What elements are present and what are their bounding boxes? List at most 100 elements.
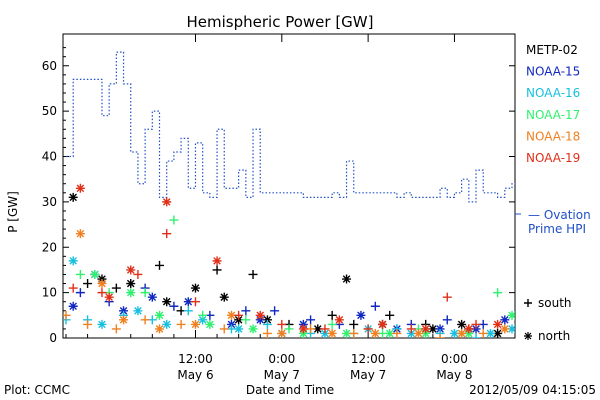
x-axis-label: Date and Time xyxy=(246,383,334,397)
north-marker xyxy=(594,306,600,315)
south-marker xyxy=(514,319,515,321)
south-marker xyxy=(176,319,186,329)
north-marker xyxy=(485,328,495,338)
north-marker xyxy=(428,324,438,334)
north-marker xyxy=(493,319,503,329)
marker-legend: south north xyxy=(524,296,572,343)
north-marker xyxy=(97,274,107,284)
south-marker xyxy=(277,319,287,329)
x-tick-time: 12:00 xyxy=(351,352,386,366)
north-marker xyxy=(162,197,172,207)
south-marker xyxy=(363,324,373,334)
north-marker xyxy=(342,274,352,284)
south-marker xyxy=(522,265,531,274)
south-marker xyxy=(284,324,294,334)
north-marker xyxy=(342,328,352,338)
series-noaa-15 xyxy=(68,269,596,334)
north-marker xyxy=(162,297,172,307)
series-noaa-19 xyxy=(68,183,503,334)
north-marker xyxy=(119,315,129,325)
north-marker xyxy=(471,324,481,334)
x-tick-date: May 8 xyxy=(436,368,472,382)
satellite-legend: METP-02 NOAA-15 NOAA-16 NOAA-17 NOAA-18 NOAA-… xyxy=(526,43,580,165)
north-marker xyxy=(248,324,258,334)
north-marker xyxy=(579,297,588,306)
star-symbol-icon xyxy=(524,332,532,340)
south-marker xyxy=(385,310,395,320)
north-marker xyxy=(449,328,459,338)
north-marker xyxy=(119,306,129,316)
south-marker xyxy=(587,279,596,288)
north-marker xyxy=(255,310,265,320)
north-marker xyxy=(334,315,344,325)
south-marker xyxy=(111,283,121,293)
south-marker xyxy=(241,315,251,325)
y-tick-label: 60 xyxy=(42,59,57,73)
ovation-label-line2: Prime HPI xyxy=(528,222,586,236)
south-marker xyxy=(565,311,574,320)
north-marker xyxy=(219,292,229,302)
south-marker xyxy=(435,333,445,338)
south-marker xyxy=(262,319,272,329)
north-marker xyxy=(97,279,107,289)
south-marker xyxy=(327,319,337,329)
south-marker xyxy=(514,323,515,326)
north-marker xyxy=(97,319,107,329)
x-tick-date: May 7 xyxy=(350,368,386,382)
north-marker xyxy=(126,265,136,275)
north-marker xyxy=(435,324,445,334)
south-marker xyxy=(63,310,71,320)
south-marker xyxy=(241,306,251,316)
south-marker xyxy=(587,306,596,315)
legend-entry: NOAA-17 xyxy=(526,108,580,122)
north-marker xyxy=(327,328,337,338)
north-marker xyxy=(579,320,588,329)
south-marker xyxy=(262,328,272,338)
x-tick-time: 0:00 xyxy=(441,352,468,366)
north-marker xyxy=(190,319,200,329)
north-marker xyxy=(356,310,366,320)
north-marker xyxy=(226,319,236,329)
south-marker xyxy=(320,324,330,334)
north-marker xyxy=(183,297,193,307)
south-marker xyxy=(514,269,515,271)
north-marker xyxy=(234,315,244,325)
north-marker xyxy=(68,256,78,266)
x-tick-date: May 7 xyxy=(264,368,300,382)
north-marker xyxy=(68,192,78,202)
south-marker xyxy=(572,320,581,329)
north-marker xyxy=(320,328,330,338)
y-tick-label: 50 xyxy=(42,104,57,118)
north-marker xyxy=(522,247,531,256)
series-noaa-16 xyxy=(63,247,588,338)
north-marker xyxy=(385,328,395,338)
series-metp-02 xyxy=(68,192,588,338)
south-marker xyxy=(97,288,107,298)
ovation-series xyxy=(66,51,515,203)
north-marker xyxy=(529,284,538,293)
north-marker xyxy=(212,256,222,266)
north-marker xyxy=(277,328,287,338)
north-marker xyxy=(155,324,165,334)
south-marker xyxy=(212,265,222,275)
north-marker xyxy=(378,319,388,329)
north-marker xyxy=(155,310,165,320)
north-marker xyxy=(298,324,308,334)
y-tick-label: 30 xyxy=(42,195,57,209)
south-marker xyxy=(169,215,179,225)
north-marker xyxy=(579,279,588,288)
north-marker xyxy=(298,328,308,338)
ovation-label-line1: — Ovation xyxy=(528,208,591,222)
plot-frame xyxy=(62,33,516,339)
south-marker xyxy=(349,319,359,329)
north-marker xyxy=(507,324,515,334)
legend-entry: NOAA-15 xyxy=(526,65,580,79)
south-marker xyxy=(75,288,85,298)
south-marker xyxy=(75,269,85,279)
north-marker xyxy=(507,310,515,320)
north-marker xyxy=(413,328,423,338)
legend-entry: NOAA-16 xyxy=(526,86,580,100)
ovation-line xyxy=(66,51,515,203)
south-marker xyxy=(392,328,402,338)
south-marker xyxy=(370,301,380,311)
